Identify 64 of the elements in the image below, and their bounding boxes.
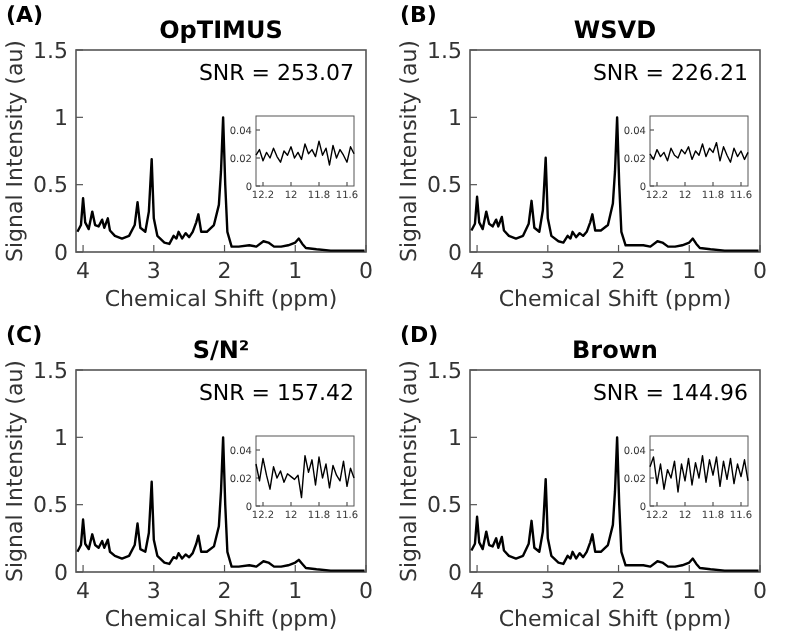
y-tick-label: 1.5 xyxy=(427,37,462,64)
x-tick-label: 1 xyxy=(682,258,697,284)
x-tick-label: 4 xyxy=(470,578,485,604)
chart-title: S/N² xyxy=(192,336,250,364)
text: (C) xyxy=(6,322,43,348)
x-tick-label: 0 xyxy=(359,258,373,284)
y-tick-label: 1 xyxy=(448,425,462,452)
y-axis-title: Signal Intensity (au) xyxy=(2,40,28,262)
text: (B) xyxy=(400,2,437,28)
y-axis-title: Signal Intensity (au) xyxy=(2,360,28,582)
y-tick-label: 1 xyxy=(448,105,462,132)
y-tick-label: 0 xyxy=(54,239,68,266)
x-tick-label: 0 xyxy=(753,258,767,284)
annotation: SNR = 253.07 xyxy=(198,60,354,86)
y-tick-label: 0.5 xyxy=(33,172,68,199)
x-axis-title: Chemical Shift (ppm) xyxy=(498,286,732,312)
chart-title: WSVD xyxy=(573,16,657,44)
x-tick-label: 4 xyxy=(76,578,91,604)
y-tick-label: 1 xyxy=(54,425,68,452)
y-axis-title: Signal Intensity (au) xyxy=(396,360,422,582)
chart-title: Brown xyxy=(572,336,658,364)
y-axis-title: Signal Intensity (au) xyxy=(396,40,422,262)
x-tick-label: 1 xyxy=(288,258,303,284)
line-series xyxy=(470,116,760,252)
annotation: SNR = 157.42 xyxy=(198,380,354,406)
y-tick-label: 1.5 xyxy=(33,37,68,64)
line-series xyxy=(255,454,355,499)
y-tick-label: 1.5 xyxy=(427,357,462,384)
line-series xyxy=(649,454,749,493)
text: (A) xyxy=(6,2,44,28)
y-tick-label: 0 xyxy=(54,559,68,586)
x-axis-title: Chemical Shift (ppm) xyxy=(498,606,732,632)
x-tick-label: 3 xyxy=(146,578,161,604)
x-tick-label: 3 xyxy=(540,258,555,284)
x-tick-label: 3 xyxy=(146,258,161,284)
x-tick-label: 2 xyxy=(217,578,232,604)
y-tick-label: 0.5 xyxy=(427,172,462,199)
x-tick-label: 1 xyxy=(288,578,303,604)
x-tick-label: 2 xyxy=(611,578,626,604)
text: (D) xyxy=(400,322,439,348)
y-tick-label: 0 xyxy=(448,559,462,586)
x-axis-title: Chemical Shift (ppm) xyxy=(104,286,338,312)
y-tick-label: 0.5 xyxy=(33,492,68,519)
y-tick-label: 0 xyxy=(448,239,462,266)
x-tick-label: 0 xyxy=(753,578,767,604)
line-series xyxy=(470,436,760,572)
x-tick-label: 2 xyxy=(611,258,626,284)
x-axis-title: Chemical Shift (ppm) xyxy=(104,606,338,632)
line-series xyxy=(76,436,366,572)
annotation: SNR = 144.96 xyxy=(592,380,748,406)
annotation: SNR = 226.21 xyxy=(592,60,748,86)
x-tick-label: 4 xyxy=(76,258,91,284)
line-series xyxy=(649,141,749,163)
x-tick-label: 1 xyxy=(682,578,697,604)
x-tick-label: 4 xyxy=(470,258,485,284)
line-series xyxy=(76,116,366,252)
y-tick-label: 0.5 xyxy=(427,492,462,519)
x-tick-label: 0 xyxy=(359,578,373,604)
line-series xyxy=(255,140,355,166)
x-tick-label: 2 xyxy=(217,258,232,284)
y-tick-label: 1.5 xyxy=(33,357,68,384)
x-tick-label: 3 xyxy=(540,578,555,604)
y-tick-label: 1 xyxy=(54,105,68,132)
chart-title: OpTIMUS xyxy=(159,16,283,44)
